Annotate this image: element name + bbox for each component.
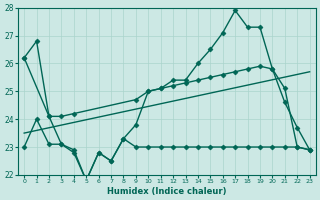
- X-axis label: Humidex (Indice chaleur): Humidex (Indice chaleur): [107, 187, 227, 196]
